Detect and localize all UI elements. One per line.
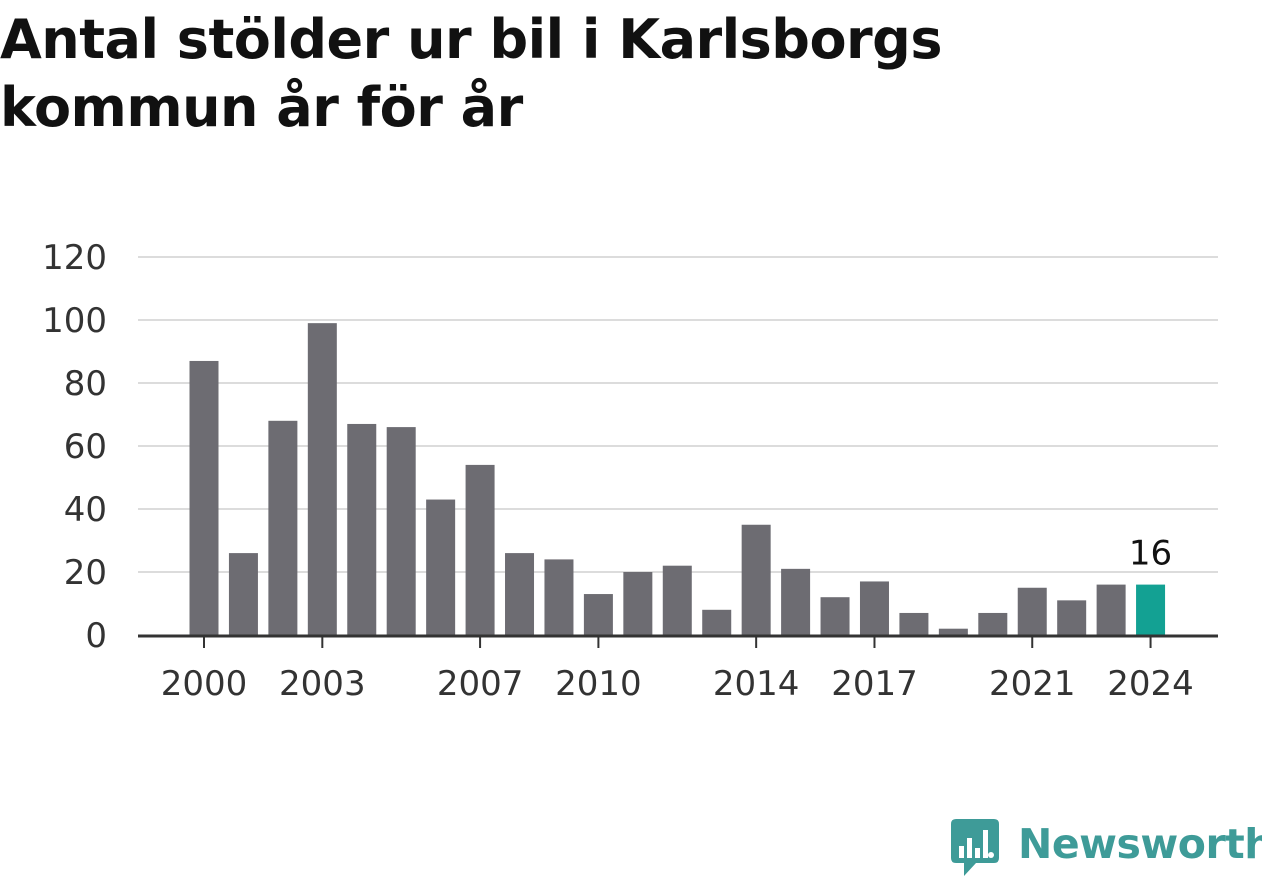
gridlines: [138, 256, 1218, 573]
bar-2007: [465, 464, 495, 635]
x-tick-label: 2014: [713, 664, 800, 704]
bar-2001: [228, 553, 258, 635]
y-tick-label: 80: [64, 364, 107, 404]
newsworthy-logo: Newsworthy: [950, 818, 1262, 878]
bar-2004: [347, 423, 377, 635]
y-axis-ticks: 0 20 40 60 80 100 120: [42, 238, 107, 656]
bar-2011: [623, 572, 653, 635]
x-tick-label: 2000: [161, 664, 248, 704]
newsworthy-logo-icon: [951, 819, 999, 876]
bar-2024: [1136, 584, 1166, 635]
bar-2008: [505, 553, 535, 635]
x-tick-label: 2007: [437, 664, 524, 704]
chart-title: Antal stölder ur bil i Karlsborgs kommun…: [0, 8, 942, 139]
x-tick-label: 2021: [989, 664, 1076, 704]
bar-2000: [189, 360, 219, 635]
bar-2002: [268, 420, 298, 635]
y-tick-label: 100: [42, 301, 107, 341]
bar-2021: [1017, 587, 1047, 635]
bar-2006: [426, 499, 456, 635]
y-tick-label: 20: [64, 553, 107, 593]
bar-2009: [544, 559, 574, 635]
bar-2022: [1057, 600, 1087, 635]
bar-2017: [859, 581, 889, 635]
x-tick-label: 2003: [279, 664, 366, 704]
x-tick-label: 2010: [555, 664, 642, 704]
data-label-latest: 16: [1129, 534, 1172, 574]
bar-2020: [978, 612, 1008, 635]
bar-2014: [741, 524, 771, 635]
data-labels: 16: [1129, 534, 1172, 574]
y-tick-label: 40: [64, 490, 107, 530]
bar-2019: [938, 628, 968, 635]
bar-2003: [307, 323, 337, 635]
y-tick-label: 0: [85, 616, 107, 656]
bar-2005: [386, 427, 416, 635]
bars: [189, 323, 1166, 635]
x-axis-ticks: 2000 2003 2007 2010 2014 2017 2021 2024: [161, 636, 1194, 704]
bar-2018: [899, 612, 929, 635]
bar-2010: [583, 594, 613, 635]
bar-2023: [1096, 584, 1126, 635]
y-tick-label: 120: [42, 238, 107, 278]
bar-2013: [702, 609, 732, 635]
bar-2015: [781, 568, 811, 635]
y-tick-label: 60: [64, 427, 107, 467]
bar-2016: [820, 597, 850, 635]
x-tick-label: 2017: [831, 664, 918, 704]
x-tick-label: 2024: [1107, 664, 1194, 704]
brand-name: Newsworthy: [1018, 820, 1262, 868]
bar-2012: [662, 565, 692, 635]
